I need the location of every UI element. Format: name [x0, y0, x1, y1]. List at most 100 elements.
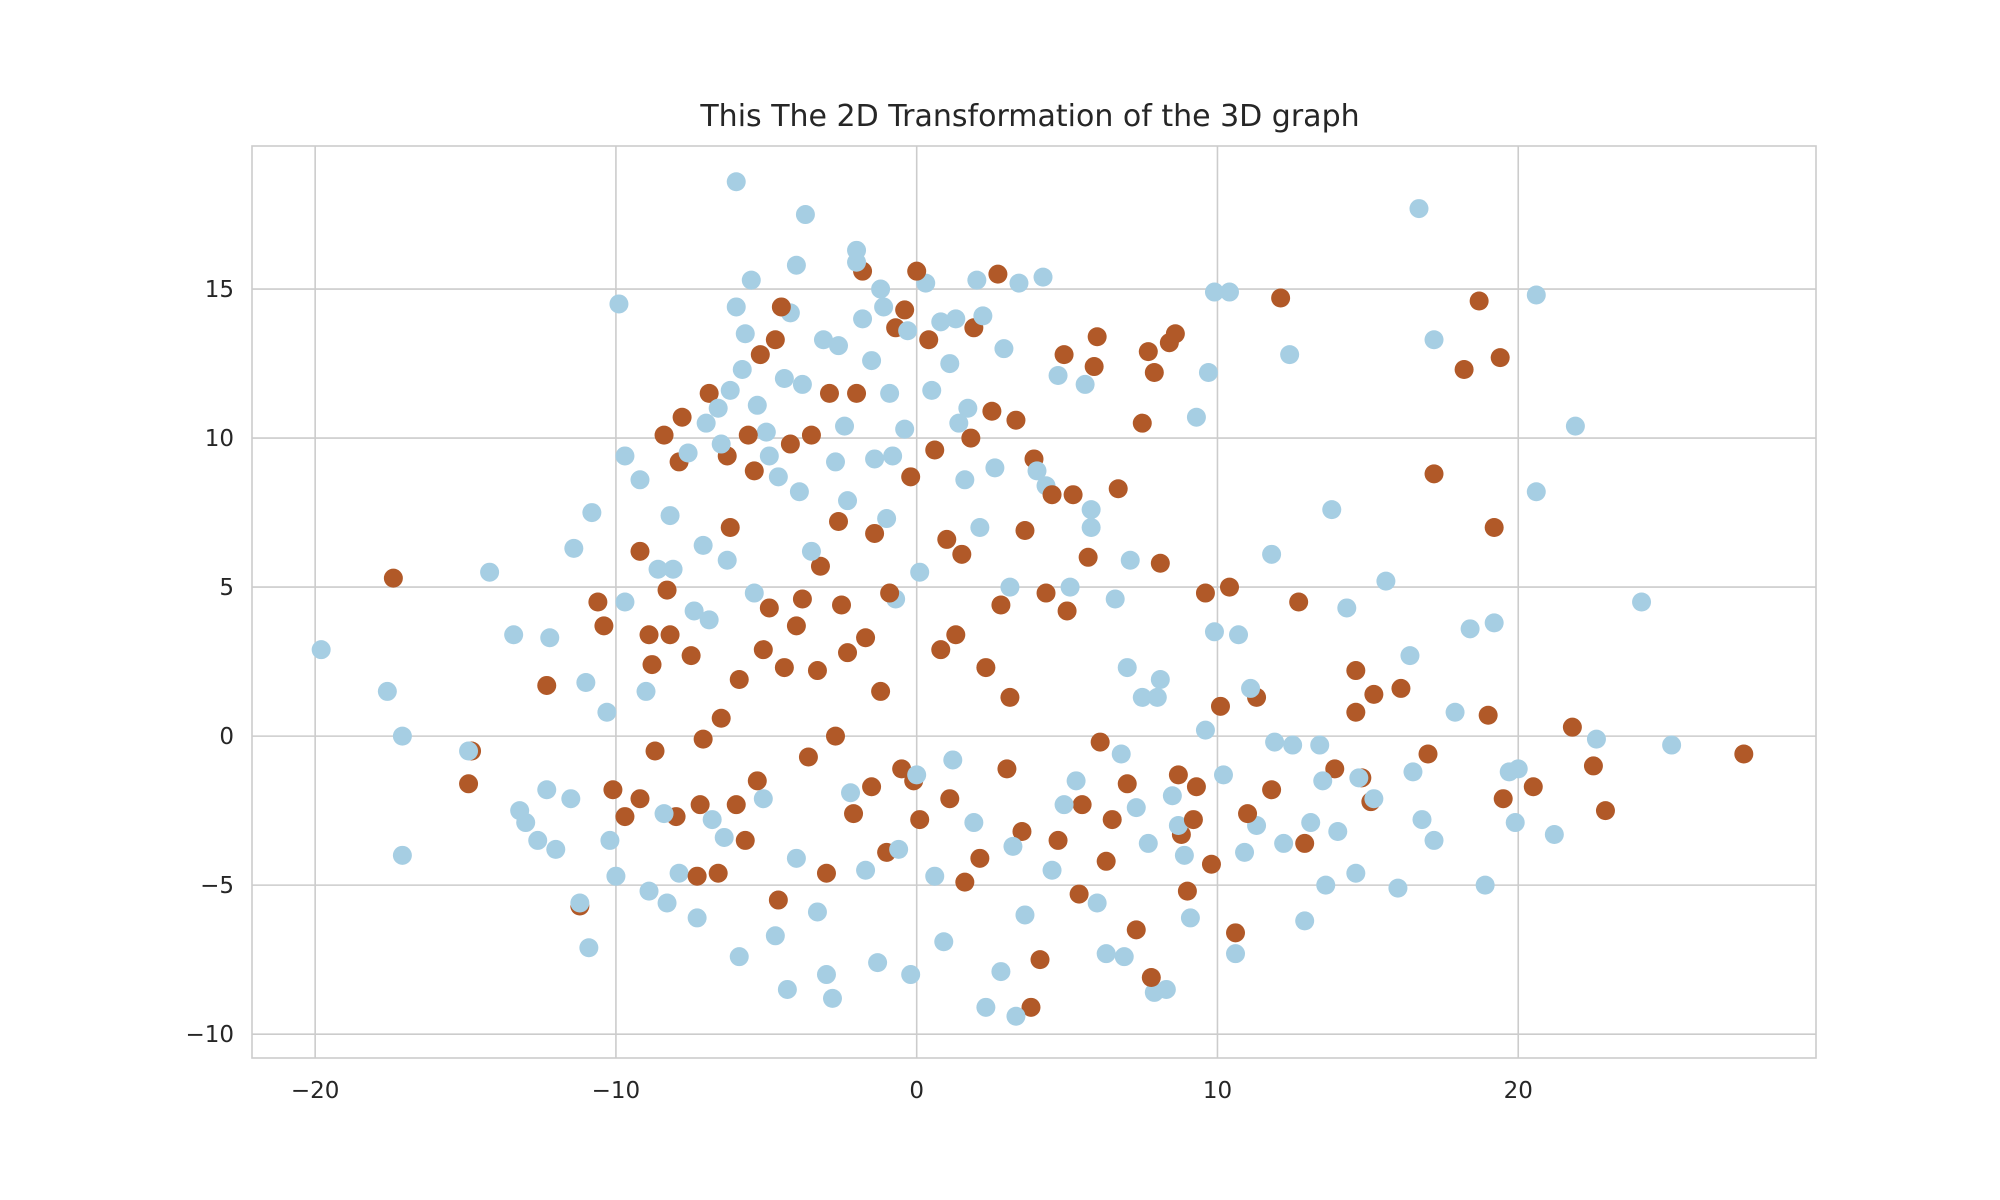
- point-class-1: [901, 467, 921, 487]
- point-class-1: [1346, 661, 1366, 681]
- x-tick-label: −20: [291, 1078, 340, 1104]
- point-class-0: [636, 681, 656, 701]
- point-class-0: [678, 443, 698, 463]
- point-class-1: [687, 866, 707, 886]
- point-class-0: [835, 416, 855, 436]
- point-class-0: [991, 962, 1011, 982]
- point-class-0: [759, 446, 779, 466]
- point-class-0: [597, 702, 617, 722]
- point-class-0: [1195, 720, 1215, 740]
- point-class-0: [480, 562, 500, 582]
- point-class-1: [774, 658, 794, 678]
- point-class-1: [1165, 324, 1185, 344]
- point-class-1: [982, 401, 1002, 421]
- point-class-0: [756, 422, 776, 442]
- point-class-1: [750, 345, 770, 365]
- point-class-1: [1030, 950, 1050, 970]
- point-class-0: [1006, 1006, 1026, 1026]
- point-class-0: [663, 559, 683, 579]
- point-class-0: [925, 866, 945, 886]
- point-class-1: [825, 726, 845, 746]
- point-class-1: [744, 461, 764, 481]
- point-class-1: [865, 523, 885, 543]
- point-class-0: [1274, 833, 1294, 853]
- point-class-0: [1081, 500, 1101, 520]
- point-class-1: [738, 425, 758, 445]
- point-class-0: [1066, 771, 1086, 791]
- point-class-1: [1117, 774, 1137, 794]
- point-class-1: [1493, 789, 1513, 809]
- point-class-0: [1346, 863, 1366, 883]
- point-class-0: [459, 741, 479, 761]
- point-class-0: [1132, 687, 1152, 707]
- point-class-1: [672, 407, 692, 427]
- point-class-0: [1111, 744, 1131, 764]
- point-class-1: [829, 512, 848, 532]
- point-class-0: [699, 610, 719, 630]
- point-class-1: [654, 425, 674, 445]
- point-class-0: [795, 205, 815, 225]
- point-class-0: [829, 336, 848, 356]
- point-class-0: [792, 374, 812, 394]
- y-tick-label: 5: [219, 575, 234, 601]
- point-class-1: [862, 777, 882, 797]
- point-class-0: [540, 628, 560, 648]
- point-class-1: [1583, 756, 1603, 776]
- point-class-0: [940, 354, 960, 374]
- point-class-0: [696, 413, 716, 433]
- point-class-1: [1006, 410, 1026, 430]
- point-class-0: [1033, 267, 1053, 287]
- chart-title: This The 2D Transformation of the 3D gra…: [699, 99, 1359, 134]
- point-class-0: [606, 866, 626, 886]
- point-class-1: [1132, 413, 1152, 433]
- point-class-0: [880, 383, 900, 403]
- point-class-1: [1090, 732, 1110, 752]
- point-class-0: [702, 810, 722, 830]
- point-class-1: [594, 616, 614, 636]
- point-class-1: [765, 330, 785, 350]
- point-class-1: [1210, 696, 1230, 716]
- point-class-0: [889, 839, 909, 859]
- point-class-0: [1295, 911, 1315, 931]
- point-class-1: [711, 708, 731, 728]
- point-class-0: [1412, 810, 1432, 830]
- point-class-0: [741, 270, 761, 290]
- x-tick-label: 20: [1504, 1078, 1533, 1104]
- point-class-1: [988, 264, 1008, 284]
- point-class-1: [603, 780, 623, 800]
- point-class-0: [392, 845, 412, 865]
- point-class-1: [729, 669, 749, 689]
- point-class-1: [807, 661, 827, 681]
- point-class-0: [901, 965, 921, 985]
- point-class-0: [1048, 365, 1068, 385]
- point-class-1: [1226, 923, 1246, 943]
- point-class-0: [564, 538, 584, 558]
- point-class-0: [777, 979, 797, 999]
- point-class-0: [934, 932, 954, 952]
- point-class-0: [786, 848, 806, 868]
- point-class-0: [1544, 824, 1564, 844]
- point-class-1: [946, 625, 966, 645]
- point-class-0: [1147, 687, 1167, 707]
- point-class-1: [1391, 678, 1411, 698]
- point-class-0: [546, 839, 566, 859]
- point-class-0: [973, 306, 993, 326]
- point-class-1: [1364, 684, 1384, 704]
- point-class-1: [810, 556, 830, 576]
- point-class-0: [1198, 363, 1218, 383]
- point-class-1: [925, 440, 945, 460]
- point-class-1: [931, 640, 951, 660]
- point-class-1: [1177, 881, 1197, 901]
- point-class-1: [1087, 327, 1107, 347]
- point-class-1: [630, 541, 650, 561]
- point-class-1: [871, 681, 891, 701]
- point-class-0: [582, 503, 602, 523]
- point-class-1: [1523, 777, 1543, 797]
- point-class-0: [630, 470, 650, 490]
- point-class-1: [1195, 583, 1215, 603]
- point-class-1: [847, 383, 867, 403]
- point-class-0: [816, 965, 836, 985]
- point-class-0: [1105, 589, 1125, 609]
- point-class-1: [720, 517, 740, 537]
- point-class-0: [1180, 908, 1200, 928]
